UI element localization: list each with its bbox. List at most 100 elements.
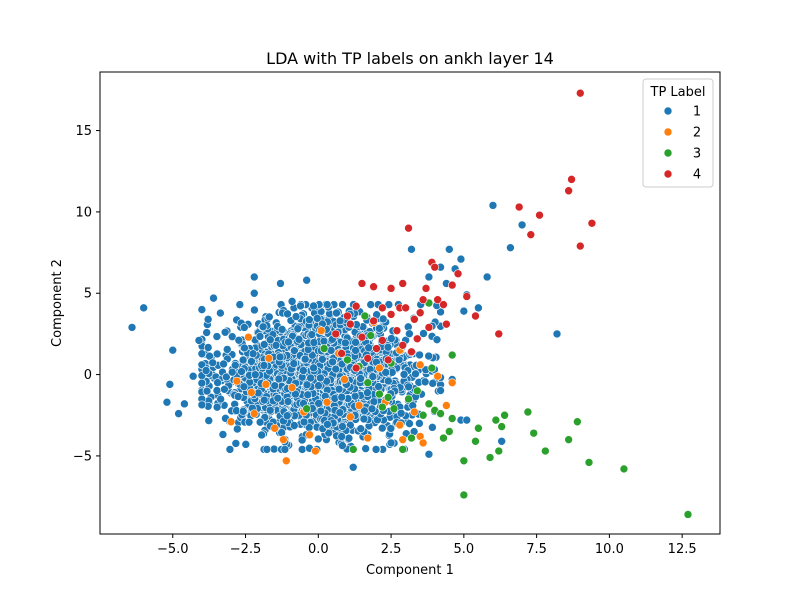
- chart-title: LDA with TP labels on ankh layer 14: [266, 49, 554, 68]
- series-1-point: [506, 243, 515, 252]
- series-1-point: [212, 332, 222, 341]
- legend-marker-1: [663, 106, 673, 116]
- series-3-point: [360, 311, 370, 321]
- series-4-point: [392, 326, 402, 335]
- series-4-point: [526, 230, 536, 239]
- series-4-point: [567, 175, 576, 184]
- series-1-point: [456, 254, 466, 264]
- legend-box: [642, 78, 714, 188]
- series-4-point: [357, 332, 367, 342]
- series-1-point: [297, 435, 307, 445]
- series-1-point: [264, 312, 274, 322]
- series-1-point: [404, 382, 413, 392]
- series-1-point: [309, 338, 319, 347]
- series-4-point: [415, 308, 425, 318]
- series-1-point: [375, 324, 384, 333]
- series-2-point: [316, 326, 326, 335]
- series-1-point: [383, 342, 393, 352]
- series-1-point: [277, 325, 287, 334]
- legend-marker-4: [663, 169, 673, 179]
- series-1-point: [218, 430, 228, 439]
- series-3-point: [619, 464, 629, 474]
- legend-marker-3: [663, 148, 673, 158]
- series-4-point: [346, 319, 355, 329]
- series-1-point: [197, 305, 207, 314]
- series-4-point: [442, 319, 451, 329]
- series-2-point: [244, 332, 253, 342]
- legend-label-3: 3: [693, 147, 701, 162]
- series-1-point: [341, 338, 350, 348]
- series-1-point: [428, 423, 437, 432]
- series-1-point: [216, 308, 225, 318]
- series-3-point: [363, 378, 373, 388]
- series-4-point: [575, 241, 585, 251]
- series-1-point: [139, 303, 148, 313]
- series-1-point: [270, 381, 280, 390]
- series-1-point: [384, 376, 393, 386]
- series-1-point: [300, 354, 310, 364]
- series-1-point: [291, 312, 301, 321]
- series-1-point: [203, 315, 213, 324]
- series-3-point: [436, 409, 445, 418]
- series-1-point: [241, 440, 251, 449]
- series-3-point: [302, 404, 311, 414]
- series-1-point: [420, 377, 430, 387]
- series-1-point: [364, 343, 374, 353]
- series-3-point: [485, 453, 495, 462]
- series-1-point: [197, 400, 207, 410]
- series-2-point: [363, 433, 373, 443]
- series-1-point: [302, 380, 312, 390]
- series-1-point: [233, 392, 243, 401]
- series-4-point: [398, 279, 408, 288]
- series-4-point: [337, 349, 346, 358]
- series-1-point: [371, 445, 381, 454]
- series-1-point: [462, 415, 472, 425]
- series-1-point: [162, 397, 172, 407]
- x-tick-label: 12.5: [668, 542, 697, 557]
- series-1-point: [255, 332, 265, 341]
- series-3-point: [447, 350, 457, 360]
- plot-area: [127, 88, 693, 519]
- series-1-point: [359, 414, 369, 424]
- series-1-point: [240, 343, 249, 353]
- series-2-point: [322, 397, 332, 407]
- series-4-point: [421, 284, 431, 293]
- x-tick-label: 10.0: [595, 542, 624, 557]
- series-1-point: [344, 433, 354, 443]
- series-1-point: [407, 245, 416, 254]
- series-1-point: [552, 329, 562, 339]
- series-3-point: [404, 394, 413, 404]
- series-3-point: [491, 415, 501, 425]
- series-1-point: [459, 306, 469, 316]
- series-1-point: [363, 388, 372, 397]
- series-1-point: [259, 340, 269, 349]
- series-2-point: [410, 407, 419, 417]
- series-1-point: [274, 374, 284, 384]
- legend-label-1: 1: [693, 105, 701, 120]
- series-1-point: [293, 324, 303, 334]
- series-1-point: [436, 307, 445, 317]
- series-1-point: [197, 349, 207, 359]
- series-3-point: [412, 386, 422, 396]
- series-4-point: [331, 329, 341, 339]
- series-1-point: [202, 328, 211, 337]
- series-1-point: [424, 449, 434, 459]
- series-2-point: [226, 417, 236, 427]
- series-1-point: [235, 300, 245, 309]
- series-1-point: [332, 308, 341, 318]
- series-1-point: [366, 300, 376, 309]
- series-1-point: [309, 301, 318, 311]
- series-1-point: [238, 407, 248, 416]
- x-axis-label: Component 1: [366, 563, 454, 578]
- series-1-point: [411, 369, 420, 379]
- series-1-point: [316, 373, 325, 383]
- series-3-point: [366, 331, 376, 340]
- series-3-point: [383, 393, 393, 402]
- series-3-point: [348, 445, 358, 454]
- series-1-point: [213, 378, 222, 387]
- series-1-point: [297, 445, 307, 454]
- series-1-point: [356, 424, 366, 433]
- x-tick-label: −5.0: [157, 542, 189, 557]
- series-1-point: [428, 379, 437, 388]
- series-1-point: [367, 404, 377, 414]
